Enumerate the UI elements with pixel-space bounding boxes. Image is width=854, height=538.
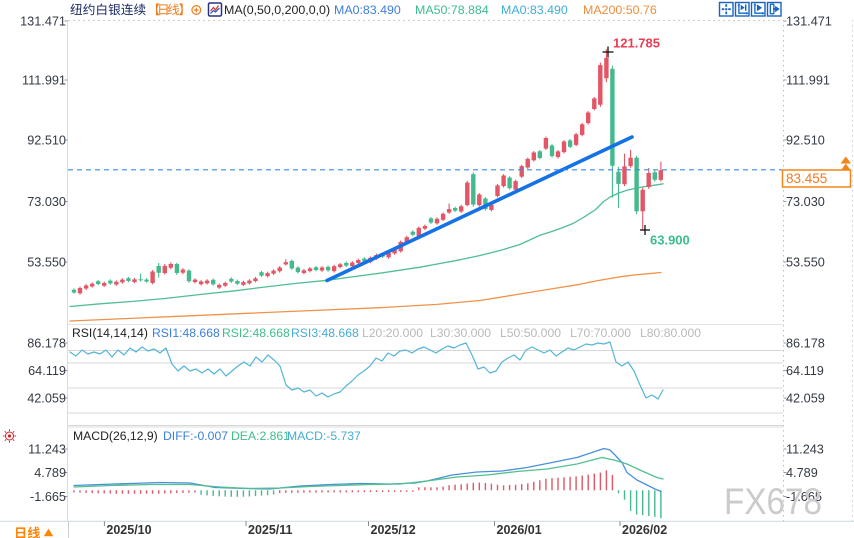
svg-text:11.243: 11.243 — [786, 443, 824, 457]
svg-text:4.789: 4.789 — [34, 466, 66, 480]
svg-text:86.178: 86.178 — [786, 337, 825, 351]
svg-text:MA200:50.76: MA200:50.76 — [583, 3, 657, 17]
svg-text:42.059: 42.059 — [27, 392, 66, 406]
svg-text:73.030: 73.030 — [27, 195, 66, 209]
svg-text:MA0:83.490: MA0:83.490 — [334, 3, 401, 17]
svg-text:131.471: 131.471 — [786, 15, 832, 29]
svg-text:L80:80.000: L80:80.000 — [640, 326, 701, 340]
svg-text:111.991: 111.991 — [22, 74, 66, 88]
svg-text:DIFF:-0.007: DIFF:-0.007 — [163, 429, 228, 443]
svg-text:RSI3:48.668: RSI3:48.668 — [291, 326, 359, 340]
svg-text:RSI2:48.668: RSI2:48.668 — [222, 326, 290, 340]
svg-text:2025/11: 2025/11 — [248, 523, 293, 537]
svg-text:73.030: 73.030 — [786, 195, 825, 209]
svg-text:131.471: 131.471 — [20, 15, 66, 29]
svg-text:92.510: 92.510 — [27, 134, 66, 148]
svg-text:RSI(14,14,14): RSI(14,14,14) — [72, 326, 148, 340]
svg-text:FX678: FX678 — [724, 481, 822, 522]
svg-text:RSI1:48.668: RSI1:48.668 — [152, 326, 220, 340]
svg-text:86.178: 86.178 — [27, 337, 66, 351]
svg-text:92.510: 92.510 — [786, 134, 825, 148]
svg-text:2026/01: 2026/01 — [497, 523, 542, 537]
svg-text:2025/10: 2025/10 — [106, 523, 151, 537]
svg-text:L50:50.000: L50:50.000 — [500, 326, 561, 340]
svg-text:DEA:2.861: DEA:2.861 — [231, 429, 290, 443]
svg-text:42.059: 42.059 — [786, 392, 825, 406]
svg-text:121.785: 121.785 — [613, 36, 660, 51]
svg-text:MA(0,50,0,200,0,0): MA(0,50,0,200,0,0) — [224, 3, 330, 17]
svg-text:53.550: 53.550 — [786, 256, 825, 270]
svg-text:2025/12: 2025/12 — [371, 523, 416, 537]
svg-text:MACD:-5.737: MACD:-5.737 — [287, 429, 361, 443]
svg-text:63.900: 63.900 — [650, 233, 690, 248]
svg-text:L70:70.000: L70:70.000 — [570, 326, 631, 340]
svg-text:4.789: 4.789 — [786, 466, 818, 480]
svg-text:MA0:83.490: MA0:83.490 — [501, 3, 568, 17]
svg-text:-1.665: -1.665 — [30, 490, 66, 504]
svg-text:L20:20.000: L20:20.000 — [362, 326, 423, 340]
svg-text:L30:30.000: L30:30.000 — [430, 326, 491, 340]
svg-text:64.119: 64.119 — [786, 364, 824, 378]
svg-text:2026/02: 2026/02 — [622, 523, 667, 537]
svg-text:53.550: 53.550 — [27, 256, 66, 270]
svg-text:11.243: 11.243 — [28, 443, 66, 457]
svg-text:-1.665: -1.665 — [786, 490, 822, 504]
svg-text:111.991: 111.991 — [786, 74, 830, 88]
svg-text:MA50:78.884: MA50:78.884 — [415, 3, 489, 17]
svg-text:83.455: 83.455 — [786, 171, 827, 186]
svg-text:MACD(26,12,9): MACD(26,12,9) — [73, 429, 158, 443]
svg-text:64.119: 64.119 — [28, 364, 66, 378]
